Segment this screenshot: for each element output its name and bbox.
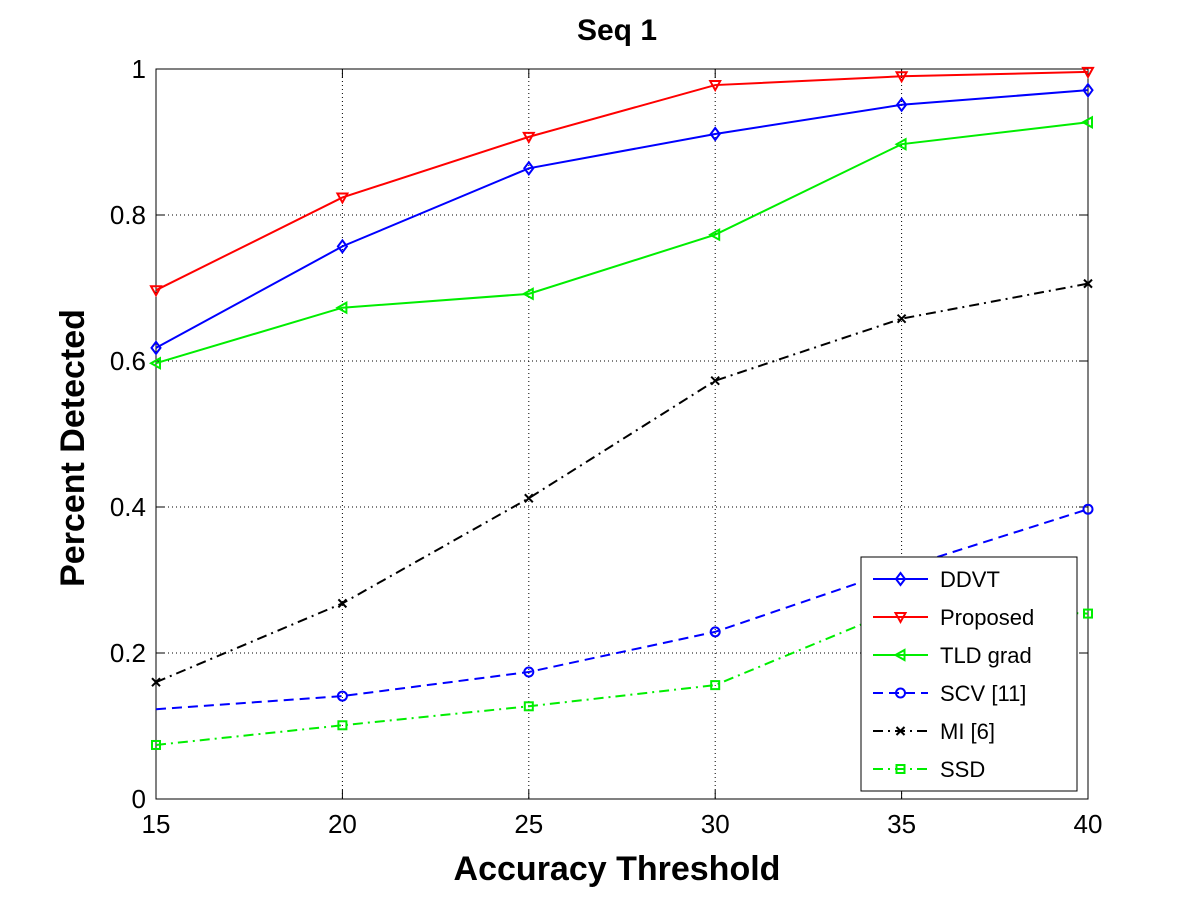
series-line <box>155 121 1089 365</box>
legend-label: MI [6] <box>940 719 995 744</box>
data-point <box>1082 82 1094 98</box>
series-line <box>155 508 1089 711</box>
legend-label: SSD <box>940 757 985 782</box>
data-point <box>150 340 162 356</box>
data-point <box>335 301 348 315</box>
x-tick-label: 25 <box>514 809 543 839</box>
y-tick-label: 0.2 <box>110 638 146 668</box>
y-tick-label: 0.8 <box>110 200 146 230</box>
legend-item: DDVT <box>873 567 1000 592</box>
x-tick-label: 15 <box>142 809 171 839</box>
data-point <box>337 720 348 731</box>
legend-label: TLD grad <box>940 643 1032 668</box>
series-2 <box>148 115 1093 370</box>
data-point <box>151 677 161 687</box>
x-tick-label: 35 <box>887 809 916 839</box>
data-point <box>1080 115 1093 129</box>
series-line <box>155 70 1089 292</box>
data-point <box>896 313 907 324</box>
data-point <box>151 739 161 750</box>
legend-marker <box>895 687 906 699</box>
data-point <box>523 666 535 678</box>
legend-marker <box>893 648 906 662</box>
data-point <box>335 192 350 205</box>
legend-box <box>860 556 1078 792</box>
data-point <box>708 228 721 242</box>
data-point <box>710 680 721 691</box>
data-point <box>522 131 536 144</box>
series-line <box>155 89 1089 349</box>
legend-item: SSD <box>873 757 985 782</box>
data-point <box>523 701 534 712</box>
series-4 <box>151 278 1093 687</box>
legend-label: Proposed <box>940 605 1034 630</box>
data-point <box>337 598 348 609</box>
data-point <box>894 71 909 84</box>
legend-item: MI [6] <box>873 719 995 744</box>
data-point <box>523 160 535 176</box>
y-tick-label: 0.6 <box>110 346 146 376</box>
data-point <box>336 690 348 702</box>
series-layer <box>148 66 1095 750</box>
data-point <box>1083 608 1093 619</box>
data-point <box>1081 66 1095 79</box>
data-point <box>1083 278 1093 289</box>
x-tick-label: 20 <box>328 809 357 839</box>
legend-marker <box>894 571 907 587</box>
data-point <box>524 493 534 503</box>
legend-label: SCV [11] <box>940 681 1026 706</box>
data-point <box>1082 503 1094 515</box>
legend-label: DDVT <box>940 567 1000 592</box>
data-point <box>149 285 163 298</box>
legend-item: Proposed <box>873 605 1034 630</box>
series-0 <box>150 82 1094 356</box>
legend: DDVT Proposed TLD grad SCV [11] MI [6] SSD <box>860 556 1078 792</box>
y-tick-label: 0 <box>132 784 146 814</box>
data-point <box>148 356 161 370</box>
data-point <box>709 626 721 638</box>
data-point <box>710 376 720 386</box>
x-axis-label: Accuracy Threshold <box>454 850 781 888</box>
legend-marker <box>895 764 906 774</box>
y-tick-label: 0.4 <box>110 492 146 522</box>
plot-frame <box>155 68 1089 800</box>
legend-marker <box>893 612 908 625</box>
data-point <box>336 238 349 255</box>
data-point <box>709 126 721 142</box>
x-tick-label: 40 <box>1074 809 1103 839</box>
legend-item: TLD grad <box>873 643 1032 668</box>
series-1 <box>149 66 1095 298</box>
legend-marker <box>895 726 906 736</box>
y-axis-label: Percent Detected <box>54 309 92 587</box>
data-point <box>521 287 534 301</box>
data-point <box>895 97 908 113</box>
y-tick-label: 1 <box>132 54 146 84</box>
data-point <box>894 137 907 151</box>
chart-title: Seq 1 <box>577 14 657 47</box>
series-line <box>155 282 1089 684</box>
axis-ticks: 15 20 25 30 35 40 0 0.2 0.4 0.6 0.8 1 <box>110 54 1103 839</box>
data-point <box>708 80 722 93</box>
legend-item: SCV [11] <box>873 681 1026 706</box>
x-tick-label: 30 <box>701 809 730 839</box>
